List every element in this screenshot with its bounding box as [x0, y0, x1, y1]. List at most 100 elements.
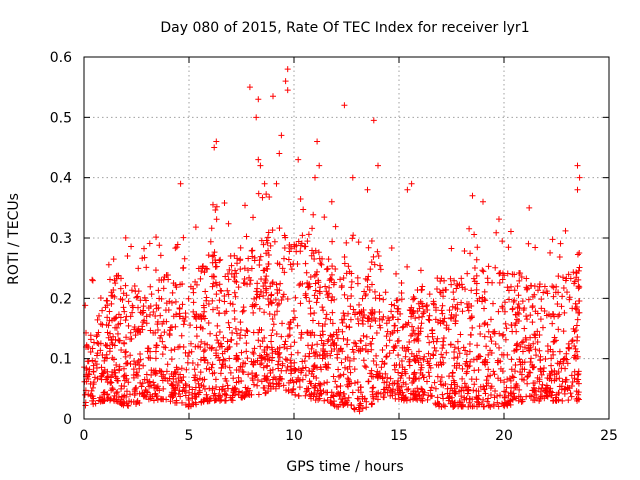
data-point	[409, 323, 416, 330]
data-point	[347, 316, 354, 323]
data-point	[181, 255, 188, 262]
data-point	[133, 369, 140, 376]
data-point	[163, 396, 170, 403]
data-point	[329, 309, 336, 316]
data-point	[385, 315, 392, 322]
data-point	[114, 377, 121, 384]
data-point	[348, 284, 355, 291]
data-point	[273, 281, 280, 288]
data-point	[292, 294, 299, 301]
data-point	[375, 372, 382, 379]
data-point	[450, 377, 457, 384]
data-point	[288, 351, 295, 358]
data-point	[280, 255, 287, 262]
data-point	[249, 370, 256, 377]
data-point	[89, 357, 96, 364]
data-point	[368, 346, 375, 353]
data-point	[315, 320, 322, 327]
data-point	[568, 372, 575, 379]
data-point	[451, 349, 458, 356]
data-point	[439, 391, 446, 398]
data-point	[312, 280, 319, 287]
data-point	[89, 384, 96, 391]
data-point	[511, 393, 518, 400]
data-point	[264, 377, 271, 384]
data-point	[235, 284, 242, 291]
data-point	[418, 320, 425, 327]
data-point	[317, 332, 324, 339]
data-point	[221, 348, 228, 355]
data-point	[287, 261, 294, 268]
data-point	[248, 265, 255, 272]
data-point	[263, 191, 270, 198]
data-point	[177, 313, 183, 320]
data-point	[364, 186, 371, 193]
data-point	[264, 362, 271, 369]
data-point	[308, 345, 315, 352]
data-point	[488, 338, 495, 345]
data-point	[275, 365, 282, 372]
data-point	[544, 375, 551, 381]
data-point	[189, 391, 196, 398]
data-point	[287, 343, 294, 350]
data-point	[195, 343, 202, 350]
data-point	[214, 337, 221, 344]
data-point	[556, 348, 563, 355]
data-point	[369, 400, 376, 407]
data-point	[211, 249, 218, 256]
data-point	[221, 199, 228, 206]
data-point	[568, 393, 575, 400]
data-point	[224, 287, 231, 294]
data-point	[512, 311, 519, 318]
data-point	[415, 300, 422, 307]
data-point	[174, 382, 181, 389]
data-point	[164, 377, 171, 384]
data-point	[477, 353, 484, 360]
data-point	[246, 274, 253, 281]
data-point	[299, 365, 306, 372]
data-point	[107, 330, 114, 337]
data-point	[378, 364, 385, 371]
data-point	[273, 331, 280, 338]
data-point	[317, 260, 324, 267]
data-point	[253, 372, 260, 379]
data-point	[359, 295, 366, 302]
data-point	[231, 289, 238, 296]
data-point	[333, 391, 340, 398]
data-point	[173, 244, 180, 251]
data-point	[184, 353, 191, 360]
data-point	[564, 289, 571, 296]
data-point	[398, 290, 405, 297]
data-point	[334, 335, 341, 342]
data-point	[254, 285, 261, 292]
data-point	[121, 372, 128, 379]
data-point	[480, 383, 487, 390]
data-point	[180, 321, 187, 328]
data-point	[214, 322, 221, 329]
data-point	[237, 244, 244, 251]
data-point	[206, 344, 213, 351]
data-point	[329, 320, 336, 327]
data-point	[262, 287, 269, 294]
data-point	[379, 347, 386, 354]
data-point	[282, 338, 289, 345]
data-point	[128, 287, 135, 294]
data-point	[514, 382, 521, 389]
data-point	[359, 320, 366, 327]
data-point	[425, 392, 432, 399]
data-point	[532, 346, 539, 353]
data-point	[445, 326, 452, 333]
data-point	[412, 358, 419, 365]
data-point	[529, 303, 536, 310]
data-point	[89, 345, 96, 352]
data-point	[395, 377, 402, 384]
data-point	[516, 356, 523, 363]
data-point	[244, 328, 251, 335]
data-point	[408, 350, 415, 357]
data-point	[466, 225, 473, 232]
data-point	[337, 372, 344, 379]
data-point	[372, 318, 379, 325]
data-point	[278, 367, 285, 374]
data-point	[239, 394, 246, 401]
